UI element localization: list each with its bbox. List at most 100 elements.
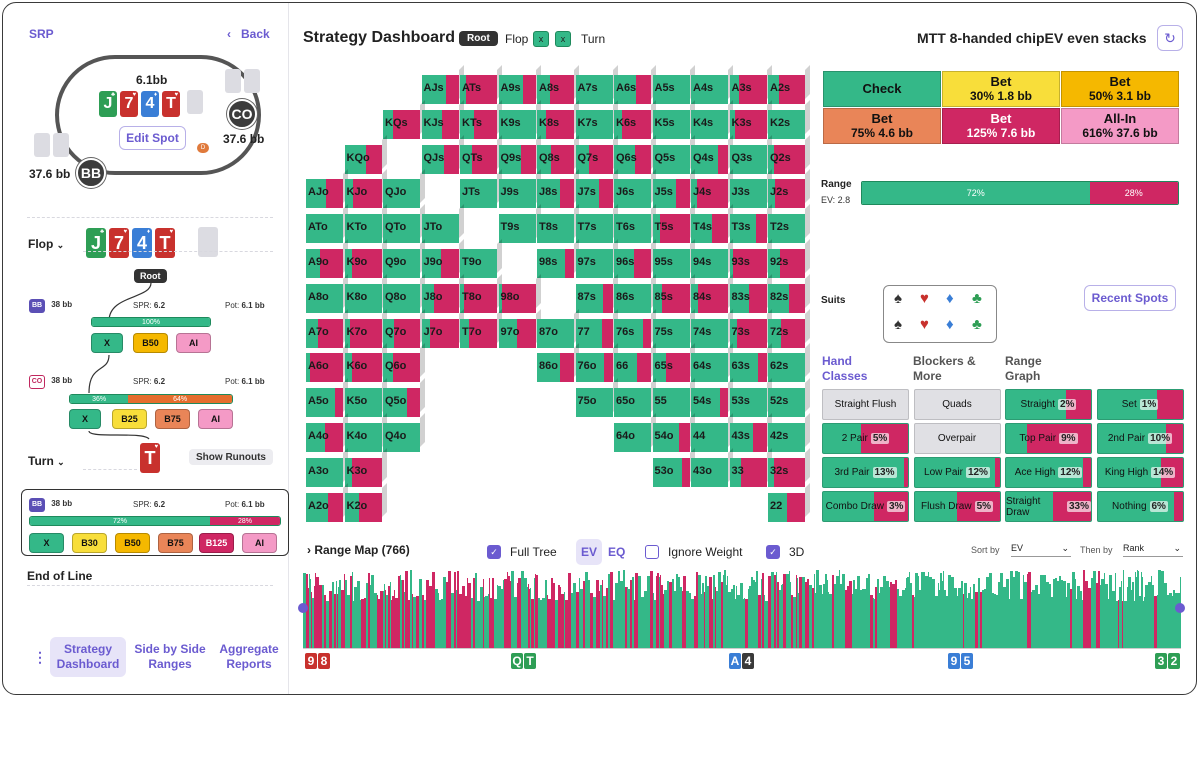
hand-cell[interactable]: JTs [460,169,502,209]
node1-check-button[interactable]: X [91,333,123,353]
hand-class-2-pair[interactable]: 2 Pair 5% [822,423,909,454]
hand-cell[interactable]: 53s [729,378,772,418]
hand-cell[interactable]: Q9o [383,239,425,278]
hand-cell[interactable]: Q7o [383,308,425,348]
club-icon[interactable]: ♣ [972,290,982,307]
hand-cell[interactable]: J9s [498,169,541,209]
hand-cell[interactable]: 65o [614,378,656,418]
hand-class-nothing[interactable]: Nothing 6% [1096,491,1184,522]
hand-cell[interactable]: 64s [691,343,733,383]
hand-cell[interactable]: 64o [614,413,656,452]
flop-crumb[interactable]: Flop [505,32,529,46]
seat-bb[interactable]: BB [76,158,106,188]
hand-class-set[interactable]: Set 1% [1096,389,1184,420]
hand-cell[interactable]: 76o [575,343,618,383]
hand-cell[interactable]: A7s [575,65,618,104]
spade-icon[interactable]: ♠ [894,316,902,333]
hand-cell[interactable]: 93s [729,239,772,278]
hand-cell[interactable]: 42s [768,413,810,452]
hand-cell[interactable]: A4o [306,413,348,452]
action-tile-bet-2[interactable]: Bet 50% 3.1 bb [1061,71,1179,107]
hand-cell[interactable]: JTo [421,204,464,244]
hand-cell[interactable]: 22 [768,482,810,522]
node3-allin-button[interactable]: AI [242,533,277,553]
hand-cell[interactable]: 52s [768,378,810,418]
nav-aggregate-reports[interactable]: Aggregate Reports [219,642,279,671]
action-tile-allin-5[interactable]: All-In 616% 37.6 bb [1061,108,1179,144]
hand-cell[interactable]: 43o [691,447,733,487]
hand-cell[interactable]: T9o [460,239,502,278]
hand-cell[interactable]: K6s [614,99,656,139]
tab-range-graph[interactable]: Range Graph [1005,354,1042,383]
node3-bet125-button[interactable]: B125 [199,533,234,553]
action-tile-bet-3[interactable]: Bet 75% 4.6 bb [823,108,941,144]
refresh-icon[interactable]: ↻ [1157,25,1183,51]
hand-cell[interactable]: 86s [614,273,656,313]
sort-by-select[interactable]: EV ⌄ [1011,543,1071,557]
hand-class-straight[interactable]: Straight 2% [1005,389,1092,420]
nav-side-by-side[interactable]: Side by Side Ranges [134,642,206,671]
node1-allin-button[interactable]: AI [176,333,211,353]
hand-cell[interactable]: 74s [691,308,733,348]
hand-cell[interactable]: 44 [691,413,733,452]
3d-checkbox[interactable]: ✓ [766,545,780,559]
node3-bet50-button[interactable]: B50 [115,533,150,553]
hand-cell[interactable]: J7o [421,308,464,348]
hand-cell[interactable]: 33 [729,447,772,487]
hand-cell[interactable]: J5s [652,169,695,209]
node2-allin-button[interactable]: AI [198,409,233,429]
hand-cell[interactable]: 85s [652,273,695,313]
nav-strategy-dashboard[interactable]: Strategy Dashboard [50,637,126,677]
hand-cell[interactable]: T2s [768,204,810,244]
hand-cell[interactable]: ATs [460,65,502,104]
hand-cell[interactable]: KJo [344,169,387,209]
hand-cell[interactable]: J3s [729,169,772,209]
hand-cell[interactable]: KJs [421,99,464,139]
more-icon[interactable]: ⋮ [33,649,47,665]
hand-cell[interactable]: 73s [729,308,772,348]
hand-cell[interactable]: 86o [537,343,579,383]
hand-cell[interactable]: K8o [344,273,387,313]
hand-cell[interactable]: Q9s [498,134,541,174]
then-by-select[interactable]: Rank ⌄ [1123,543,1183,557]
root-node[interactable]: Root [134,269,167,283]
hand-cell[interactable]: QJo [383,169,425,209]
hand-cell[interactable]: Q8o [383,273,425,313]
flop-action-chip[interactable]: x [533,31,549,47]
hand-cell[interactable]: A5s [652,65,695,104]
hand-cell[interactable]: 72s [768,308,810,348]
hand-cell[interactable]: Q3s [729,134,772,174]
hand-cell[interactable]: 54s [691,378,733,418]
hand-cell[interactable]: Q2s [768,134,810,174]
hand-class-straight-draw[interactable]: Straight Draw 33% [1005,491,1092,522]
hand-cell[interactable]: A3o [306,447,348,487]
node1-bet50-button[interactable]: B50 [133,333,168,353]
hand-cell[interactable]: ATo [306,204,348,244]
range-map-histogram[interactable] [303,570,1181,649]
tab-hand-classes[interactable]: Hand Classes [822,354,868,383]
hand-cell[interactable]: T8s [537,204,579,244]
hand-cell[interactable]: KTo [344,204,387,244]
flop-action-chip[interactable]: x [555,31,571,47]
node2-check-button[interactable]: X [69,409,101,429]
hand-cell[interactable]: T4s [691,204,733,244]
hand-cell[interactable]: 97s [575,239,618,278]
hand-cell[interactable]: 98o [498,273,541,313]
turn-crumb[interactable]: Turn [581,32,606,46]
hand-cell[interactable]: KQo [344,134,387,174]
hand-cell[interactable]: K7s [575,99,618,139]
hand-cell[interactable]: A6s [614,65,656,104]
hand-cell[interactable]: 98s [537,239,579,278]
hand-cell[interactable]: K9o [344,239,387,278]
full-tree-checkbox[interactable]: ✓ [487,545,501,559]
node3-check-button[interactable]: X [29,533,64,553]
diamond-icon[interactable]: ♦ [946,316,954,333]
hand-cell[interactable]: A8s [537,65,579,104]
hand-cell[interactable]: KTs [460,99,502,139]
turn-card[interactable]: T ♥ [140,443,160,473]
seat-co[interactable]: CO [227,99,257,129]
action-tile-check-0[interactable]: Check [823,71,941,107]
hand-cell[interactable]: A8o [306,273,348,313]
hand-cell[interactable]: T6s [614,204,656,244]
hand-cell[interactable]: 84s [691,273,733,313]
